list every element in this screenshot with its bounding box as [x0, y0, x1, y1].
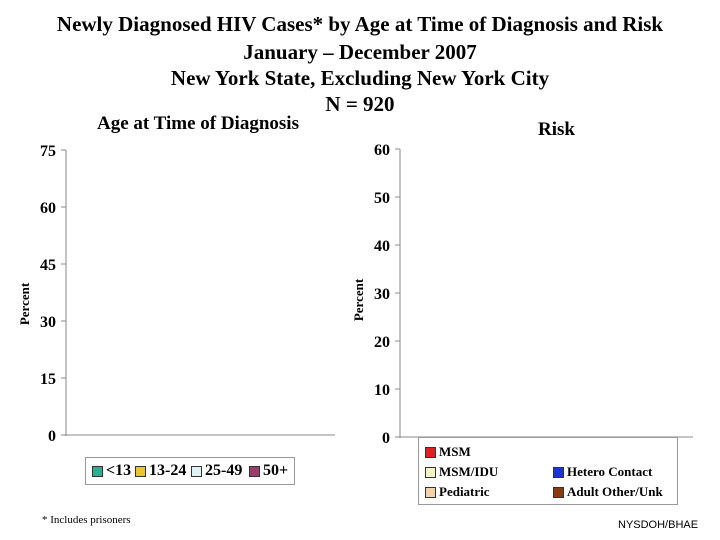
age-y-ticks: 0 15 30 45 60 75 — [40, 143, 66, 445]
legend-swatch-hetero-contact — [553, 466, 564, 478]
risk-y-axis-label: Percent — [351, 278, 366, 321]
legend-label-25-49: 25-49 — [205, 462, 243, 479]
legend-label-13-24: 13-24 — [149, 462, 187, 479]
risk-y-ticks: 0 10 20 30 40 50 60 — [374, 142, 400, 447]
risk-y-tick-label-0: 0 — [382, 430, 390, 447]
risk-chart: 0 10 20 30 40 50 60 Percent — [351, 142, 693, 447]
age-y-tick-label-45: 45 — [40, 257, 56, 274]
risk-y-tick-label-10: 10 — [374, 382, 390, 399]
risk-y-tick-label-30: 30 — [374, 286, 390, 303]
legend-label-pediatric: Pediatric — [439, 484, 490, 499]
legend-label-50-plus: 50+ — [263, 462, 289, 479]
legend-item-pediatric: Pediatric — [425, 484, 490, 500]
age-chart: 0 15 30 45 60 75 Percent — [17, 143, 335, 445]
risk-y-tick-label-50: 50 — [374, 190, 390, 207]
age-y-tick-label-30: 30 — [40, 314, 56, 331]
legend-item-13-24: 13-24 — [135, 462, 186, 480]
legend-swatch-25-49 — [191, 465, 202, 477]
legend-swatch-msm — [425, 446, 436, 458]
legend-swatch-adult-other-unk — [553, 486, 564, 498]
legend-label-msm: MSM — [439, 444, 471, 459]
legend-item-adult-other-unk: Adult Other/Unk — [553, 484, 663, 500]
chart-title-line-3: New York State, Excluding New York City — [170, 66, 550, 90]
footnote: * Includes prisoners — [42, 514, 131, 526]
legend-item-under-13: <13 — [92, 462, 131, 480]
legend-swatch-13-24 — [135, 465, 146, 477]
risk-y-tick-label-60: 60 — [374, 142, 390, 159]
risk-legend: MSM MSM/IDU Pediatric Hetero Contact Adu… — [418, 437, 678, 505]
age-y-tick-label-15: 15 — [40, 371, 56, 388]
age-y-tick-label-0: 0 — [48, 428, 56, 445]
legend-swatch-msm-idu — [425, 466, 436, 478]
legend-label-under-13: <13 — [106, 462, 132, 479]
legend-item-25-49: 25-49 — [191, 462, 242, 480]
risk-y-tick-label-20: 20 — [374, 334, 390, 351]
age-chart-title: Age at Time of Diagnosis — [97, 113, 299, 134]
legend-swatch-pediatric — [425, 486, 436, 498]
age-legend: <13 13-24 25-49 50+ — [85, 457, 295, 485]
risk-y-tick-label-40: 40 — [374, 238, 390, 255]
chart-title-line-1: Newly Diagnosed HIV Cases* by Age at Tim… — [56, 12, 664, 36]
legend-label-msm-idu: MSM/IDU — [439, 464, 499, 479]
legend-swatch-under-13 — [92, 465, 103, 477]
legend-item-msm-idu: MSM/IDU — [425, 464, 498, 480]
age-y-axis-label: Percent — [17, 282, 32, 325]
risk-chart-title: Risk — [538, 119, 575, 140]
age-y-tick-label-60: 60 — [40, 200, 56, 217]
source-credit: NYSDOH/BHAE — [618, 519, 699, 531]
legend-item-hetero-contact: Hetero Contact — [553, 464, 652, 480]
chart-title-line-4: N = 920 — [325, 92, 395, 116]
chart-title-line-2: January – December 2007 — [243, 40, 477, 64]
legend-swatch-50-plus — [249, 465, 260, 477]
legend-item-msm: MSM — [425, 444, 471, 460]
legend-label-adult-other-unk: Adult Other/Unk — [567, 484, 663, 499]
legend-label-hetero-contact: Hetero Contact — [567, 464, 653, 479]
age-y-tick-label-75: 75 — [40, 143, 56, 160]
legend-item-50-plus: 50+ — [249, 462, 288, 480]
